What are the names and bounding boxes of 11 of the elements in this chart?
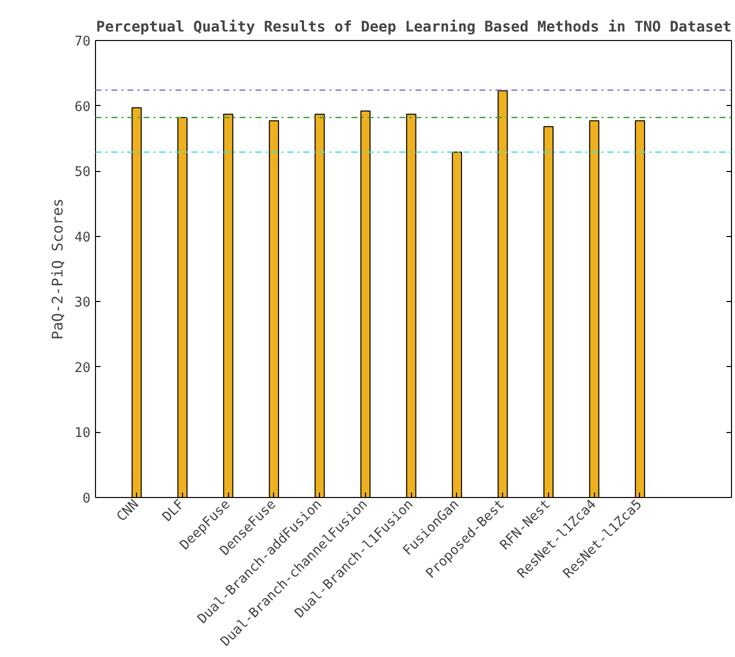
y-tick-label: 20 (74, 360, 91, 376)
y-axis-title: PaQ-2-PiQ Scores (49, 198, 66, 340)
y-tick-label: 30 (74, 296, 91, 311)
chart-title: Perceptual Quality Results of Deep Learning Based Methods in TNO Dataset (96, 18, 732, 36)
y-tick-label: 60 (74, 100, 91, 115)
y-tick-label: 70 (74, 34, 91, 50)
y-tick-label: 0 (82, 492, 91, 506)
x-tick-label: CNN (114, 497, 142, 525)
y-tick-label: 10 (74, 426, 91, 442)
y-tick-label: 40 (74, 230, 91, 246)
y-tick-label: 50 (74, 165, 91, 180)
